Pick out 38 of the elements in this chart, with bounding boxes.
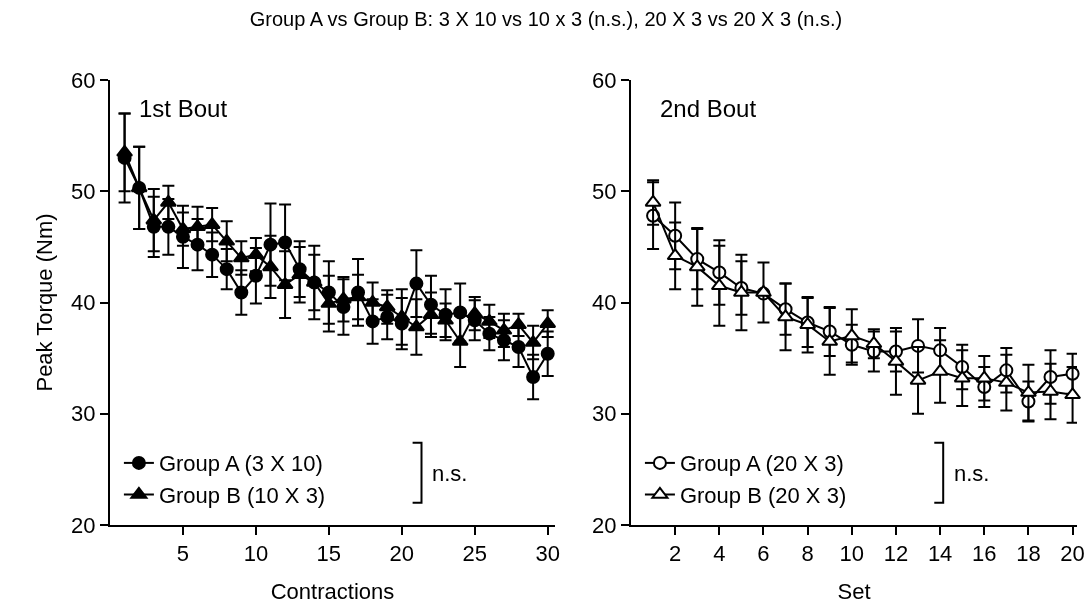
x-tick-label: 5 bbox=[176, 541, 190, 567]
y-tick-label: 60 bbox=[592, 67, 617, 93]
x-axis-title: Set bbox=[837, 578, 871, 604]
y-tick-label: 60 bbox=[71, 67, 96, 93]
annotation: n.s. bbox=[432, 461, 468, 486]
y-tick-label: 30 bbox=[592, 401, 617, 427]
x-tick-label: 20 bbox=[389, 541, 415, 567]
x-tick-label: 4 bbox=[713, 541, 726, 567]
x-tick-label: 16 bbox=[972, 541, 997, 567]
x-tick-label: 15 bbox=[316, 541, 342, 567]
x-tick-label: 12 bbox=[883, 541, 909, 567]
y-tick-label: 20 bbox=[592, 512, 617, 538]
y-tick-label: 40 bbox=[71, 290, 96, 316]
y-tick-label: 50 bbox=[71, 178, 96, 204]
x-tick-label: 25 bbox=[462, 541, 487, 567]
y-tick-label: 50 bbox=[592, 178, 617, 204]
x-tick-label: 20 bbox=[1060, 541, 1085, 567]
x-tick-label: 30 bbox=[535, 541, 560, 567]
annotation: n.s. bbox=[954, 461, 990, 486]
x-tick-label: 14 bbox=[927, 541, 953, 567]
annotation: 2nd Bout bbox=[660, 95, 757, 122]
y-tick-label: 30 bbox=[71, 401, 96, 427]
x-tick-label: 10 bbox=[839, 541, 865, 567]
x-axis-title: Contractions bbox=[270, 578, 395, 604]
y-tick-label: 40 bbox=[592, 290, 617, 316]
legend-label: Group B (10 X 3) bbox=[158, 483, 326, 509]
chart-title: Group A vs Group B: 3 X 10 vs 10 x 3 (n.s.), 20 X 3 vs 20 X 3 (n.s.) bbox=[248, 8, 844, 31]
legend-label: Group A (3 X 10) bbox=[158, 451, 323, 477]
x-tick-label: 2 bbox=[669, 541, 682, 567]
y-axis-title: Peak Torque (Nm) bbox=[32, 213, 58, 392]
y-tick-label: 20 bbox=[71, 512, 96, 538]
legend-label: Group A (20 X 3) bbox=[679, 451, 844, 477]
x-tick-label: 18 bbox=[1016, 541, 1041, 567]
x-tick-label: 8 bbox=[801, 541, 814, 567]
annotation: 1st Bout bbox=[139, 95, 228, 122]
legend-label: Group B (20 X 3) bbox=[679, 483, 847, 509]
x-tick-label: 10 bbox=[243, 541, 269, 567]
x-tick-label: 6 bbox=[757, 541, 770, 567]
